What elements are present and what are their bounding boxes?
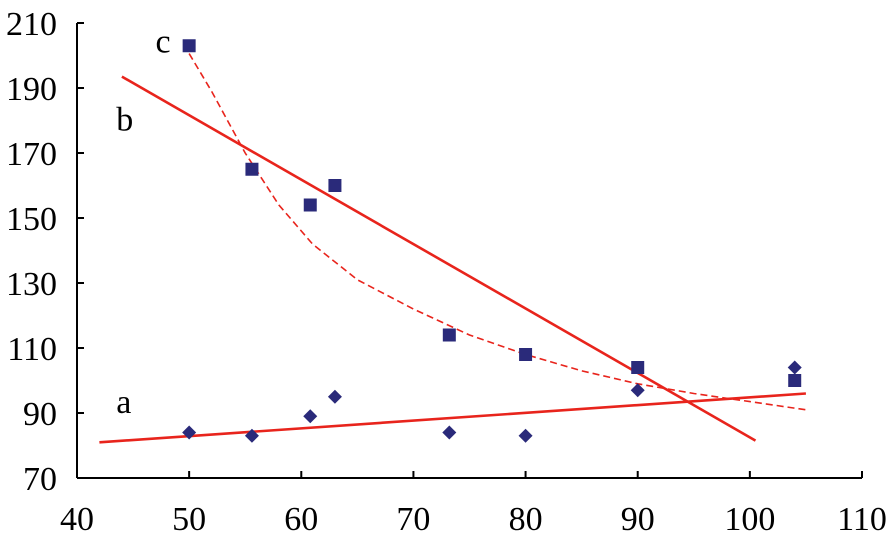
diamond-point xyxy=(327,389,342,404)
curve-label-b: b xyxy=(116,101,133,138)
x-tick-label: 40 xyxy=(60,501,94,538)
x-tick-label: 110 xyxy=(837,501,887,538)
x-tick-label: 100 xyxy=(724,501,775,538)
diamond-point xyxy=(442,425,457,440)
fit-line-c xyxy=(182,43,807,411)
square-point xyxy=(442,328,456,342)
diamond-point xyxy=(518,428,533,443)
curve-labels: a b c xyxy=(116,23,170,421)
square-point xyxy=(328,179,342,192)
y-tick-label: 130 xyxy=(6,266,57,303)
y-tick-label: 150 xyxy=(6,201,57,238)
fit-lines xyxy=(99,43,807,444)
x-tick-label: 90 xyxy=(621,501,655,538)
diamond-point xyxy=(182,425,197,440)
square-point xyxy=(245,162,259,176)
diamond-point xyxy=(244,428,259,443)
x-tick-label: 50 xyxy=(172,501,206,538)
square-point xyxy=(303,198,317,212)
y-tick-label: 70 xyxy=(23,461,57,498)
square-point xyxy=(631,361,645,374)
x-tick-label: 60 xyxy=(284,501,318,538)
fit-line-b xyxy=(121,75,757,442)
data-points xyxy=(182,39,802,443)
square-point xyxy=(182,39,196,53)
x-tick-label: 70 xyxy=(396,501,430,538)
x-tick-label: 80 xyxy=(509,501,543,538)
y-tick-label: 110 xyxy=(7,331,57,368)
square-point xyxy=(788,374,802,387)
y-tick-label: 90 xyxy=(23,396,57,433)
y-tick-label: 190 xyxy=(6,71,57,108)
diamond-point xyxy=(303,409,318,424)
curve-label-a: a xyxy=(116,384,131,421)
curve-label-c: c xyxy=(156,23,171,60)
diamond-point xyxy=(630,383,645,398)
square-point xyxy=(519,348,533,361)
diamond-point xyxy=(787,360,802,375)
axes: 40 50 60 70 80 90 100 110 70 90 110 130 150 170 190 210 xyxy=(6,6,887,538)
y-tick-label: 210 xyxy=(6,6,57,43)
y-tick-label: 170 xyxy=(6,136,57,173)
